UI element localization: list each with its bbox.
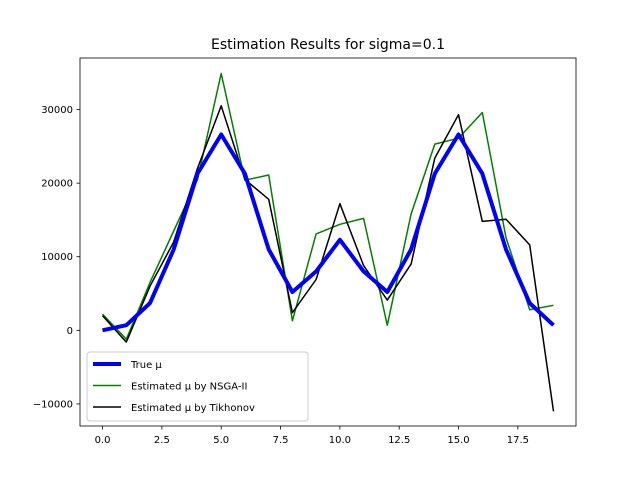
y-tick-label: −10000 xyxy=(33,399,73,410)
legend: True μ Estimated μ by NSGA-II Estimated μ … xyxy=(86,351,309,422)
x-tick-label: 5.0 xyxy=(213,435,229,446)
x-tick-label: 0.0 xyxy=(95,435,111,446)
y-tick-label: 20000 xyxy=(41,179,73,190)
plot-area: 0.0 2.5 5.0 7.5 10.0 12.5 15.0 17.5 −10000 0 10000… xyxy=(33,57,577,446)
x-tick-label: 12.5 xyxy=(388,435,410,446)
x-tick-label: 15.0 xyxy=(447,435,469,446)
legend-label-0: True μ xyxy=(130,360,162,371)
x-tick-label: 10.0 xyxy=(329,435,351,446)
chart-title: Estimation Results for sigma=0.1 xyxy=(211,37,445,53)
y-tick-label: 10000 xyxy=(41,252,73,263)
x-tick-label: 7.5 xyxy=(273,435,289,446)
y-tick-label: 0 xyxy=(67,326,73,337)
y-tick-label: 30000 xyxy=(41,105,73,116)
legend-box xyxy=(86,351,309,422)
series-line-2 xyxy=(101,105,555,412)
series-line-0 xyxy=(102,132,555,333)
axes-frame xyxy=(79,57,577,427)
legend-label-1: Estimated μ by NSGA-II xyxy=(131,382,247,393)
legend-label-2: Estimated μ by Tikhonov xyxy=(131,403,255,414)
x-tick-label: 17.5 xyxy=(507,435,529,446)
series-line-1 xyxy=(101,72,554,340)
x-tick-label: 2.5 xyxy=(154,435,170,446)
